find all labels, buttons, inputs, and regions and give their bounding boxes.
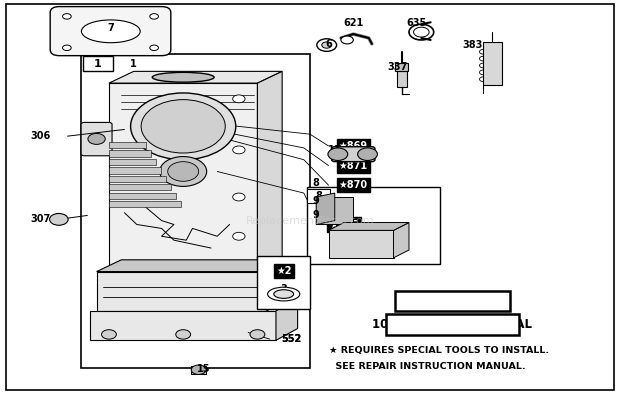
Polygon shape: [257, 71, 282, 271]
Circle shape: [63, 14, 71, 19]
Circle shape: [102, 330, 117, 339]
Text: 3: 3: [280, 284, 287, 294]
Circle shape: [358, 148, 378, 160]
Bar: [347, 242, 369, 247]
Polygon shape: [316, 197, 353, 225]
Polygon shape: [109, 193, 175, 199]
Polygon shape: [109, 142, 146, 148]
Polygon shape: [109, 71, 282, 83]
Circle shape: [317, 39, 337, 51]
Polygon shape: [329, 223, 409, 230]
Circle shape: [345, 240, 360, 249]
Polygon shape: [276, 299, 298, 340]
Polygon shape: [109, 201, 180, 207]
Circle shape: [341, 36, 353, 44]
Text: 6: 6: [325, 39, 332, 49]
Text: 635: 635: [406, 19, 427, 28]
Text: 383: 383: [462, 40, 482, 50]
Text: 10: 10: [350, 239, 363, 249]
Circle shape: [232, 232, 245, 240]
Polygon shape: [329, 230, 394, 258]
Text: 11: 11: [328, 145, 342, 155]
Circle shape: [191, 365, 206, 374]
Bar: [257, 256, 310, 309]
Bar: [397, 71, 407, 87]
Text: 1: 1: [94, 59, 102, 69]
Text: 337: 337: [387, 61, 407, 72]
Polygon shape: [97, 260, 290, 271]
Text: 552: 552: [281, 334, 301, 344]
Polygon shape: [109, 151, 151, 157]
Text: 1: 1: [130, 59, 137, 69]
Text: 9: 9: [313, 196, 319, 206]
Text: ★2: ★2: [276, 266, 291, 276]
Text: 306: 306: [31, 131, 51, 141]
Circle shape: [131, 93, 236, 160]
Polygon shape: [267, 260, 290, 311]
Polygon shape: [394, 223, 409, 258]
Text: 8: 8: [312, 178, 320, 188]
Text: ★ REQUIRES SPECIAL TOOLS TO INSTALL.: ★ REQUIRES SPECIAL TOOLS TO INSTALL.: [329, 346, 549, 355]
Bar: [386, 314, 519, 335]
Text: ★645: ★645: [329, 219, 358, 229]
Text: ★871: ★871: [339, 161, 368, 171]
Text: ReplacementParts.com: ReplacementParts.com: [246, 216, 374, 225]
Text: 7: 7: [107, 23, 114, 33]
FancyBboxPatch shape: [81, 123, 112, 156]
Text: ★869: ★869: [339, 141, 368, 151]
Text: 621: 621: [343, 19, 363, 28]
Ellipse shape: [274, 290, 294, 298]
Circle shape: [63, 45, 71, 50]
Text: SEE REPAIR INSTRUCTION MANUAL.: SEE REPAIR INSTRUCTION MANUAL.: [329, 362, 525, 371]
Circle shape: [322, 42, 332, 48]
Polygon shape: [97, 271, 267, 311]
Text: 15: 15: [197, 364, 210, 374]
Text: 1058 OWNER'S MANUAL: 1058 OWNER'S MANUAL: [372, 318, 533, 331]
FancyBboxPatch shape: [50, 7, 171, 56]
Polygon shape: [109, 83, 257, 271]
Bar: [307, 187, 440, 264]
Bar: [395, 291, 510, 311]
Ellipse shape: [268, 287, 300, 301]
Polygon shape: [109, 176, 166, 182]
Polygon shape: [316, 193, 335, 225]
Text: 8: 8: [315, 191, 322, 201]
Bar: [191, 366, 206, 374]
Bar: [81, 54, 310, 368]
Bar: [83, 56, 113, 71]
Text: 307: 307: [31, 214, 51, 223]
Polygon shape: [109, 159, 156, 165]
Bar: [395, 63, 409, 71]
Circle shape: [328, 148, 348, 160]
Circle shape: [232, 193, 245, 201]
Text: ★870: ★870: [339, 180, 368, 190]
Bar: [483, 42, 502, 85]
Circle shape: [150, 14, 159, 19]
Ellipse shape: [153, 72, 214, 82]
Ellipse shape: [81, 20, 140, 43]
Circle shape: [250, 330, 265, 339]
Bar: [307, 189, 330, 203]
Circle shape: [232, 95, 245, 103]
Circle shape: [160, 156, 206, 186]
Circle shape: [88, 134, 105, 144]
FancyBboxPatch shape: [332, 147, 375, 162]
Circle shape: [141, 100, 225, 153]
Circle shape: [168, 162, 198, 181]
Text: 552: 552: [281, 334, 301, 344]
Circle shape: [50, 214, 68, 225]
Polygon shape: [109, 184, 171, 190]
Text: 9: 9: [313, 210, 319, 221]
Polygon shape: [109, 167, 161, 173]
Circle shape: [150, 45, 159, 50]
Circle shape: [232, 146, 245, 154]
Circle shape: [175, 330, 190, 339]
Polygon shape: [91, 311, 276, 340]
Text: 1019 LABEL KIT: 1019 LABEL KIT: [401, 295, 504, 308]
